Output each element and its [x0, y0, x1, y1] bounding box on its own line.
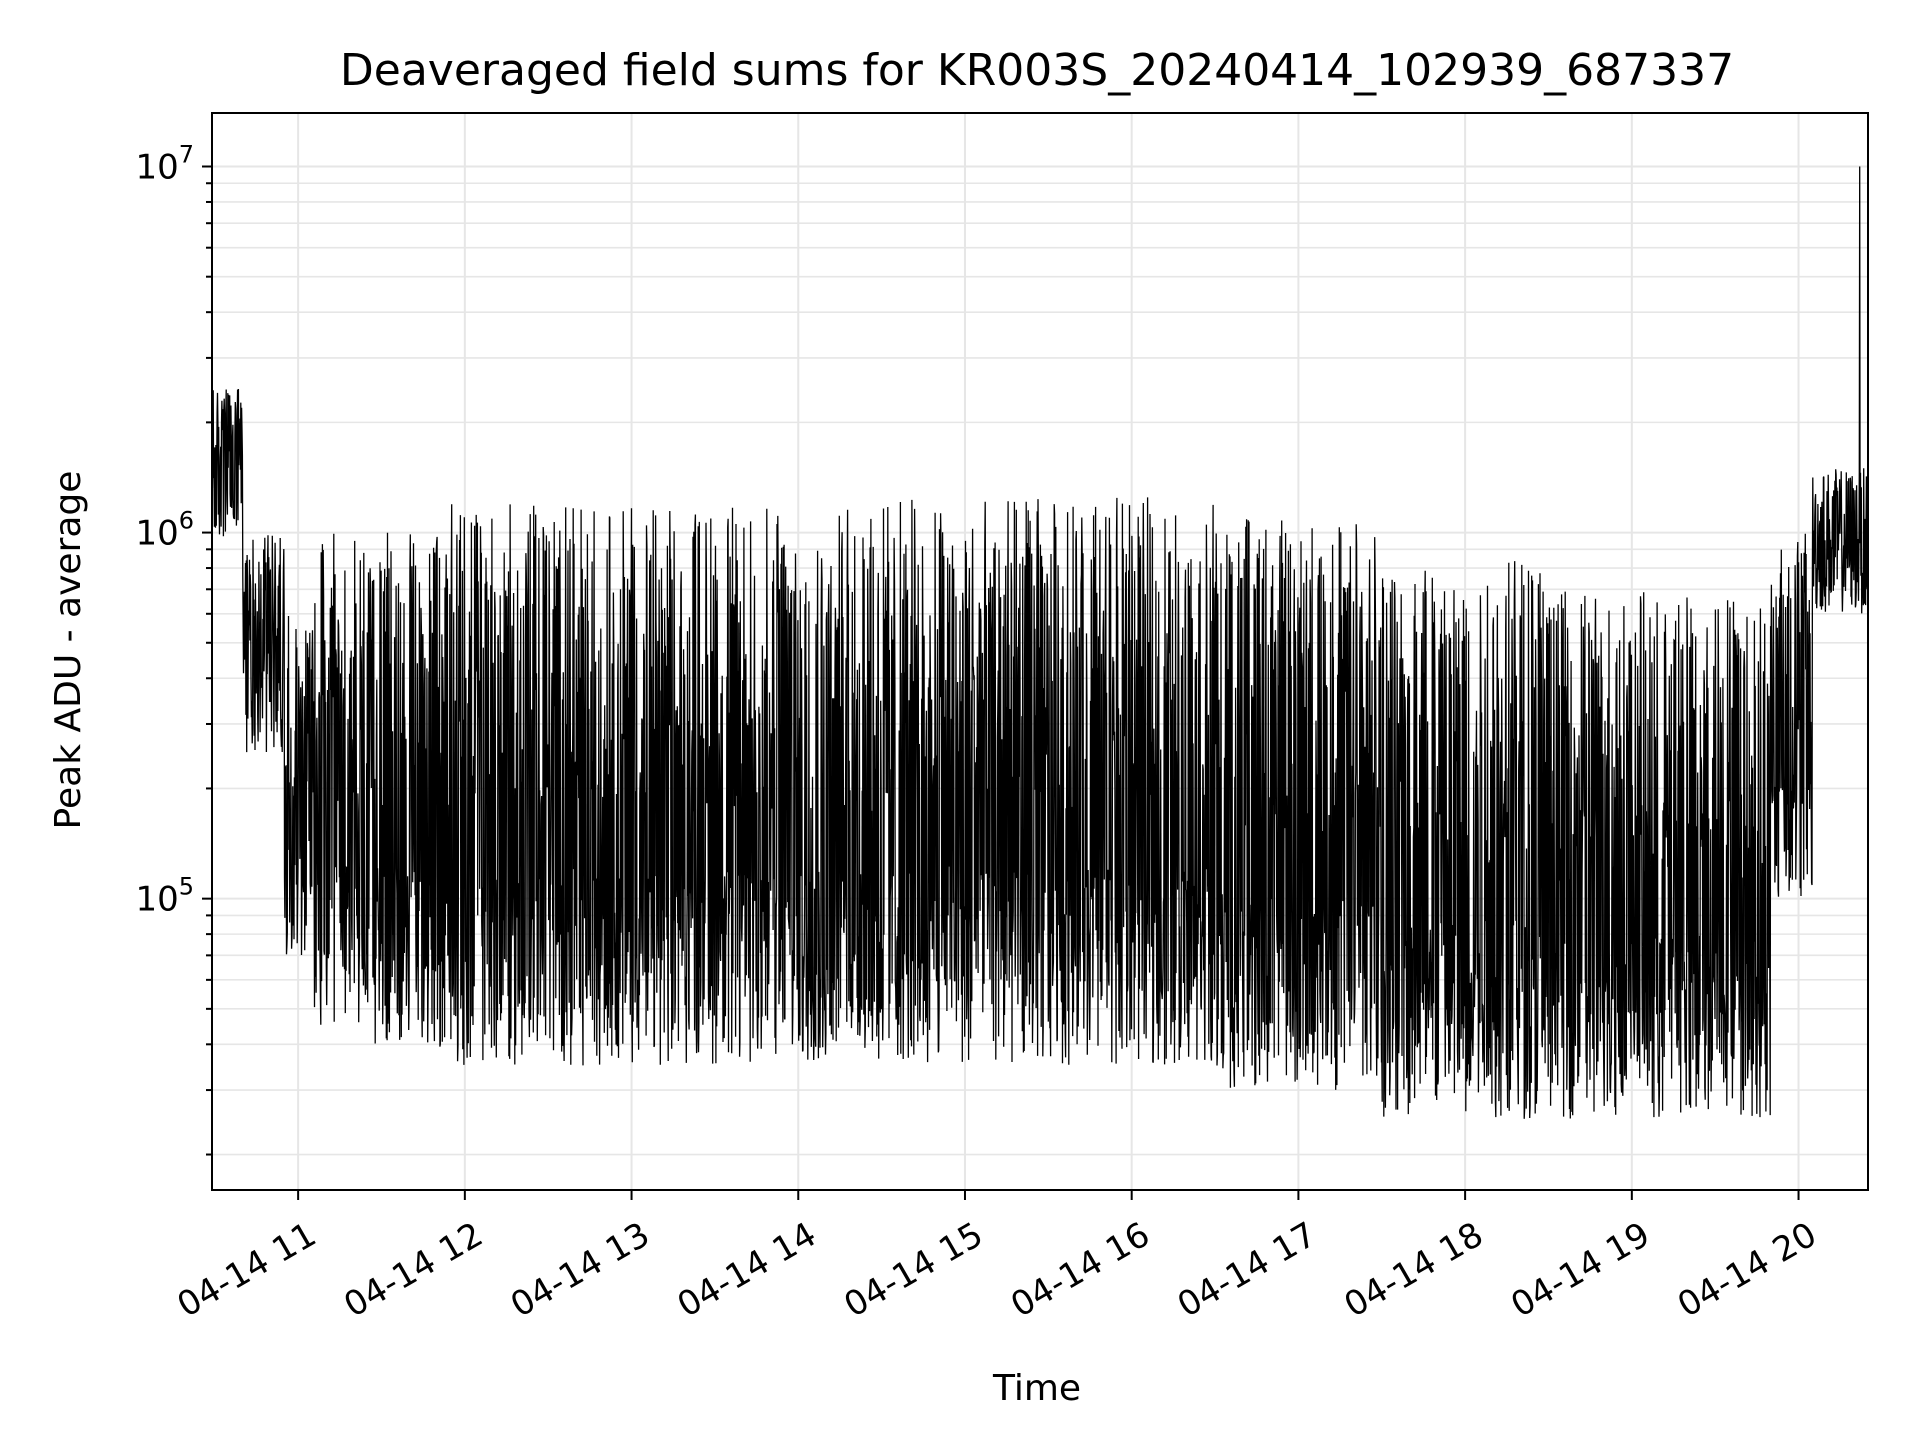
y-tick-label: 105 — [135, 873, 194, 920]
y-tick-label: 106 — [135, 507, 194, 554]
y-axis-label: Peak ADU - average — [48, 471, 89, 830]
y-axis: 105 106 107 — [135, 140, 212, 1156]
y-tick-label: 107 — [135, 140, 194, 187]
series-layer — [211, 166, 1869, 1119]
series-line — [211, 166, 1869, 1119]
chart-title: Deaveraged field sums for KR003S_2024041… — [340, 45, 1734, 96]
plot-frame — [211, 112, 1869, 1191]
x-axis-label: Time — [992, 1368, 1081, 1409]
